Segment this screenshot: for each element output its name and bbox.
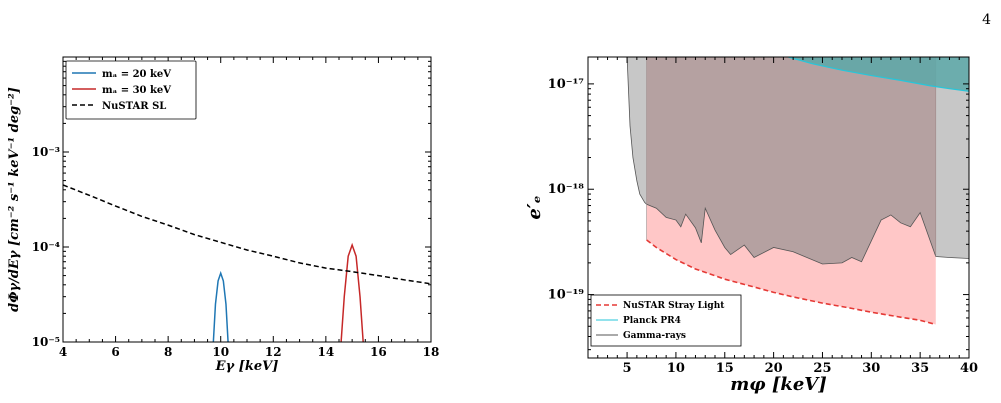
left-series-line-1 — [212, 270, 229, 342]
right-nustar-line — [646, 239, 936, 326]
right-ytick-label: 10⁻¹⁹ — [548, 288, 585, 303]
left-xtick-label: 6 — [111, 345, 119, 359]
left-xtick-label: 12 — [265, 345, 282, 359]
left-ytick-label: 10⁻⁵ — [32, 335, 60, 349]
right-legend-label: Planck PR4 — [623, 316, 681, 326]
right-ytick-label: 10⁻¹⁸ — [548, 182, 585, 197]
left-x-axis-label: Eγ [keV] — [215, 359, 279, 374]
left-legend-label: NuSTAR SL — [102, 101, 166, 112]
left-xtick-label: 10 — [212, 345, 229, 359]
left-xtick-label: 4 — [59, 345, 67, 359]
left-legend-label: mₐ = 30 keV — [102, 85, 171, 96]
right-xtick-label: 35 — [911, 361, 929, 376]
left-xtick-label: 14 — [318, 345, 335, 359]
right-x-axis-label: mφ [keV] — [730, 374, 827, 395]
right-xtick-label: 30 — [862, 361, 880, 376]
right-xtick-label: 5 — [623, 361, 632, 376]
left-series-line-3 — [63, 184, 431, 285]
left-xtick-label: 16 — [370, 345, 387, 359]
right-legend-label: NuSTAR Stray Light — [623, 301, 725, 311]
left-ytick-label: 10⁻³ — [32, 145, 60, 159]
right-xtick-label: 25 — [813, 361, 831, 376]
right-xtick-label: 10 — [667, 361, 685, 376]
right-xtick-label: 15 — [716, 361, 734, 376]
right-xtick-label: 20 — [765, 361, 783, 376]
left-xtick-label: 8 — [164, 345, 172, 359]
left-ytick-label: 10⁻⁴ — [32, 240, 60, 254]
left-xtick-label: 18 — [423, 345, 440, 359]
left-y-axis-label: dΦγ/dEγ [cm⁻² s⁻¹ keV⁻¹ deg⁻²] — [7, 87, 22, 312]
right-legend-label: Gamma-rays — [623, 331, 686, 341]
right-plot-frame — [587, 56, 970, 359]
right-overlap-region — [646, 57, 936, 265]
right-y-axis-label: e′ₑ — [524, 195, 545, 219]
page-number: 4 — [982, 12, 991, 28]
left-legend-box — [65, 60, 197, 120]
right-planck-line — [788, 57, 969, 92]
right-gamma-boundary — [626, 57, 969, 265]
right-xtick-label: 40 — [960, 361, 978, 376]
right-planck-region — [788, 57, 969, 92]
left-series-line-2 — [340, 242, 364, 342]
left-legend-label: mₐ = 20 keV — [102, 69, 171, 80]
right-ytick-label: 10⁻¹⁷ — [548, 77, 585, 92]
